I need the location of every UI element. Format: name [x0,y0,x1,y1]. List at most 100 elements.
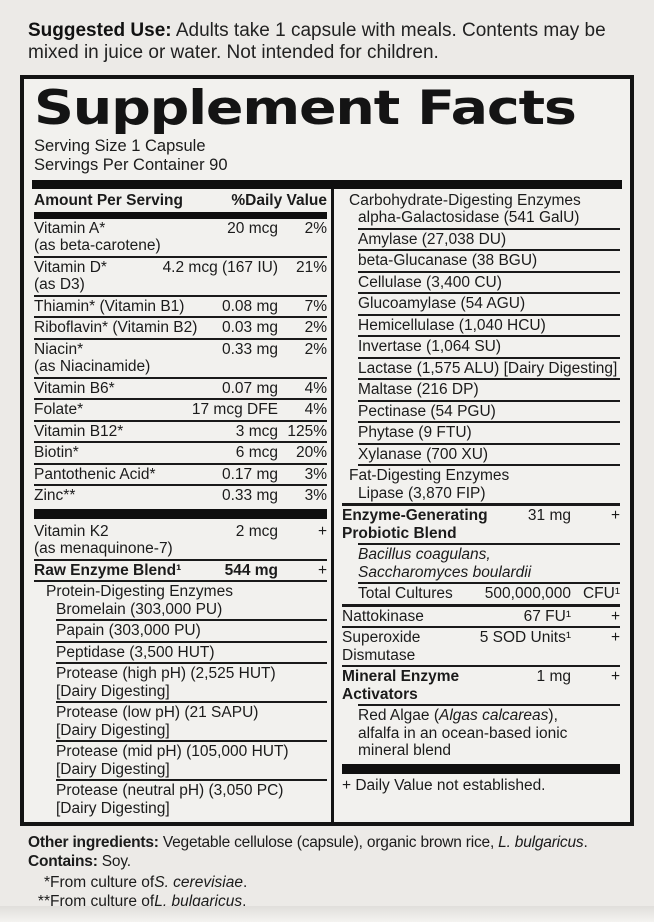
nutrient-amount: 0.33 mg [221,487,278,505]
column-header: Amount Per Serving %Daily Value [34,189,327,212]
enzyme-row-lactase: Lactase (1,575 ALU) [Dairy Digesting] [358,359,620,381]
suggested-use: Suggested Use: Adults take 1 capsule wit… [28,20,632,65]
fat-enzyme-group: Fat-Digesting Enzymes Lipase (3,870 FIP) [349,464,620,503]
other-ingredients-label: Other ingredients: [28,834,159,852]
enzyme-item: Cellulase (3,400 CU) [358,273,502,291]
serving-size: Serving Size 1 Capsule [34,136,206,155]
enzyme-item-cont: [Dairy Digesting] [56,682,170,700]
contains-label: Contains: [28,853,98,871]
enzyme-row-amylase: Amylase (27,038 DU) [358,230,620,252]
enzyme-row-protease-low: Protease (low pH) (21 SAPU) [Dairy Diges… [56,703,327,743]
panel-title: Supplement Facts [34,80,577,136]
row-nattokinase: Nattokinase 67 FU¹ + [342,603,620,627]
section-divider-bar [34,508,327,519]
row-mineral-activators: Mineral Enzyme 1 mg + Activators [342,665,620,704]
nutrient-dv: 3% [304,465,327,483]
nutrient-dv: 4% [304,379,327,397]
other-ingredients-species: L. bulgaricus [498,834,584,852]
nutrient-amount: 0.17 mg [221,465,278,483]
suggested-use-label: Suggested Use: [28,20,172,41]
nutrient-amount: 5 SOD Units¹ [479,629,571,647]
footnote-text: At time of blending. [50,911,183,922]
row-biotin: Biotin* 6 mcg 20% [34,443,327,465]
nutrient-amount: 3 mcg [235,422,278,440]
contains-text: Soy. [97,853,131,871]
row-raw-enzyme-blend: Raw Enzyme Blend¹ 544 mg + [34,561,327,583]
enzyme-row-invertase: Invertase (1,064 SU) [358,337,620,359]
footnote: * From culture of S. cerevisiae. [28,874,654,893]
row-vitamin-k2: Vitamin K2 2 mcg + (as menaquinone-7) [34,522,327,561]
enzyme-item-cont: [Dairy Digesting] [56,721,170,739]
enzyme-row-glucoamylase: Glucoamylase (54 AGU) [358,294,620,316]
blend-amount: 544 mg [224,561,278,579]
blend-name: Enzyme-Generating [342,507,488,525]
nutrient-dv: 2% [304,340,327,358]
enzyme-item: Maltase (216 DP) [358,381,479,399]
nutrient-name: Nattokinase [342,607,424,625]
algae-line: Red Algae (Algas calcareas), [358,707,620,725]
enzyme-row-pectinase: Pectinase (54 PGU) [358,402,620,424]
blend-dv: + [317,561,327,579]
species-line: Saccharomyces boulardii [358,563,532,581]
nutrient-dv: + [610,607,620,625]
row-zinc: Zinc** 0.33 mg 3% [34,486,327,506]
blend-dv: + [610,507,620,525]
nutrient-amount: 0.08 mg [221,297,278,315]
left-column: Amount Per Serving %Daily Value Vitamin … [32,188,334,823]
algae-text: ), [548,707,558,725]
enzyme-item: Protease (low pH) (21 SAPU) [56,704,259,722]
nutrient-name-cont: (as D3) [34,276,85,294]
footnote: ¹ At time of blending. [28,911,654,922]
nutrient-name-cont: (as menaquinone-7) [34,540,173,558]
footnote-end: . [242,892,247,910]
blend-amount: 31 mg [527,507,571,525]
carb-enzyme-group: Carbohydrate-Digesting Enzymes alpha-Gal… [349,189,620,230]
enzyme-item: Peptidase (3,500 HUT) [56,643,215,661]
note-divider-bar [342,763,620,774]
nutrient-name-cont: (as Niacinamide) [34,358,151,376]
row-vitamin-a: Vitamin A* 20 mcg 2% (as beta-carotene) [34,219,327,258]
species-line: Bacillus coagulans, [358,546,491,564]
group-header: Fat-Digesting Enzymes [349,467,510,485]
daily-value-note: + Daily Value not established. [342,776,546,794]
nutrient-dv: 20% [295,444,327,462]
enzyme-row-papain: Papain (303,000 PU) [56,621,327,643]
group-header: Carbohydrate-Digesting Enzymes [349,191,581,209]
row-probiotic-blend: Enzyme-Generating 31 mg + Probiotic Blend [342,503,620,543]
enzyme-row-maltase: Maltase (216 DP) [358,380,620,402]
blend-name-cont: Activators [342,685,418,703]
nutrient-amount: 0.07 mg [221,379,278,397]
probiotic-species: Bacillus coagulans, Saccharomyces boular… [358,543,620,585]
nutrient-amount: 20 mcg [227,219,278,237]
top-divider-bar [32,179,622,189]
row-niacin: Niacin* 0.33 mg 2% (as Niacinamide) [34,340,327,379]
row-thiamin: Thiamin* (Vitamin B1) 0.08 mg 7% [34,297,327,319]
daily-value-header: %Daily Value [231,191,327,209]
nutrient-dv: + [317,522,327,540]
row-vitamin-b6: Vitamin B6* 0.07 mg 4% [34,379,327,401]
amount-per-serving-header: Amount Per Serving [34,191,183,209]
algae-line: alfalfa in an ocean-based ionic [358,724,568,742]
nutrient-dv: 4% [304,401,327,419]
enzyme-item: Protease (high pH) (2,525 HUT) [56,665,276,683]
footnote-marker: ** [37,892,50,910]
algae-line: mineral blend [358,742,452,760]
footnote-species: L. bulgaricus [154,892,243,910]
row-vitamin-d: Vitamin D* 4.2 mcg (167 IU) 21% (as D3) [34,258,327,297]
servings-per-container: Servings Per Container 90 [34,155,228,174]
nutrient-dv: 7% [304,297,327,315]
label-footer: Other ingredients: Vegetable cellulose (… [28,833,654,922]
group-header: Protein-Digesting Enzymes [46,583,233,601]
enzyme-item-cont: [Dairy Digesting] [56,760,170,778]
nutrient-name: Pantothenic Acid* [34,465,156,483]
blend-amount: 1 mg [536,668,571,686]
nutrient-amount: 67 FU¹ [523,607,571,625]
header-bar [34,211,327,219]
nutrient-name-cont: Dismutase [342,646,416,664]
enzyme-row-phytase: Phytase (9 FTU) [358,423,620,445]
algae-text: Red Algae ( [358,707,439,725]
row-total-cultures: Total Cultures 500,000,000 CFU¹ [358,584,620,604]
enzyme-row-peptidase: Peptidase (3,500 HUT) [56,643,327,665]
nutrient-dv: + [610,629,620,647]
panel-columns: Amount Per Serving %Daily Value Vitamin … [32,188,622,823]
